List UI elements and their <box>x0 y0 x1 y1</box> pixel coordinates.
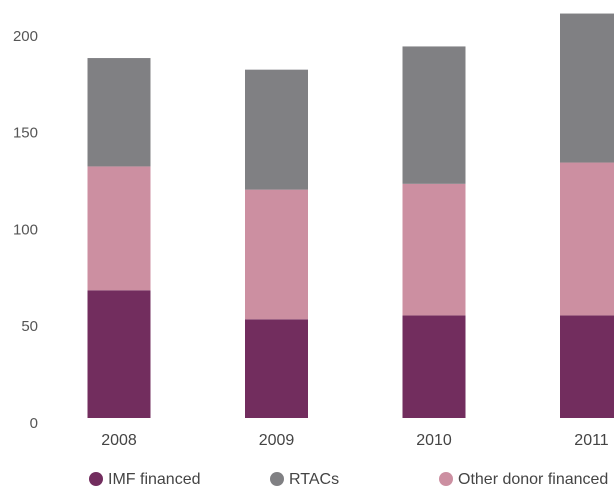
bar-segment <box>245 189 308 320</box>
legend-label: RTACs <box>289 471 339 487</box>
x-tick-label: 2011 <box>574 432 609 449</box>
x-tick-label: 2008 <box>101 432 137 449</box>
bar-segment <box>87 290 151 418</box>
x-tick-label: 2009 <box>259 432 295 449</box>
y-tick-label: 0 <box>30 415 38 432</box>
bar-segment <box>87 166 151 291</box>
legend-marker <box>439 472 453 486</box>
bar-segment <box>245 319 308 418</box>
y-tick-label: 200 <box>13 28 38 45</box>
y-tick-label: 150 <box>13 125 38 142</box>
legend-label: Other donor financed <box>458 471 608 487</box>
y-tick-label: 50 <box>21 318 38 335</box>
legend-label: IMF financed <box>108 471 200 487</box>
bar-segment <box>560 13 614 163</box>
bar-segment <box>402 46 466 184</box>
bar-segment <box>560 315 614 418</box>
bar-segment <box>560 162 614 316</box>
bar-segment <box>87 58 151 167</box>
x-tick-label: 2010 <box>416 432 452 449</box>
legend-marker <box>89 472 103 486</box>
bar-segment <box>245 69 308 190</box>
y-tick-label: 100 <box>13 221 38 238</box>
legend-marker <box>270 472 284 486</box>
bar-segment <box>402 315 466 418</box>
bar-segment <box>402 183 466 316</box>
